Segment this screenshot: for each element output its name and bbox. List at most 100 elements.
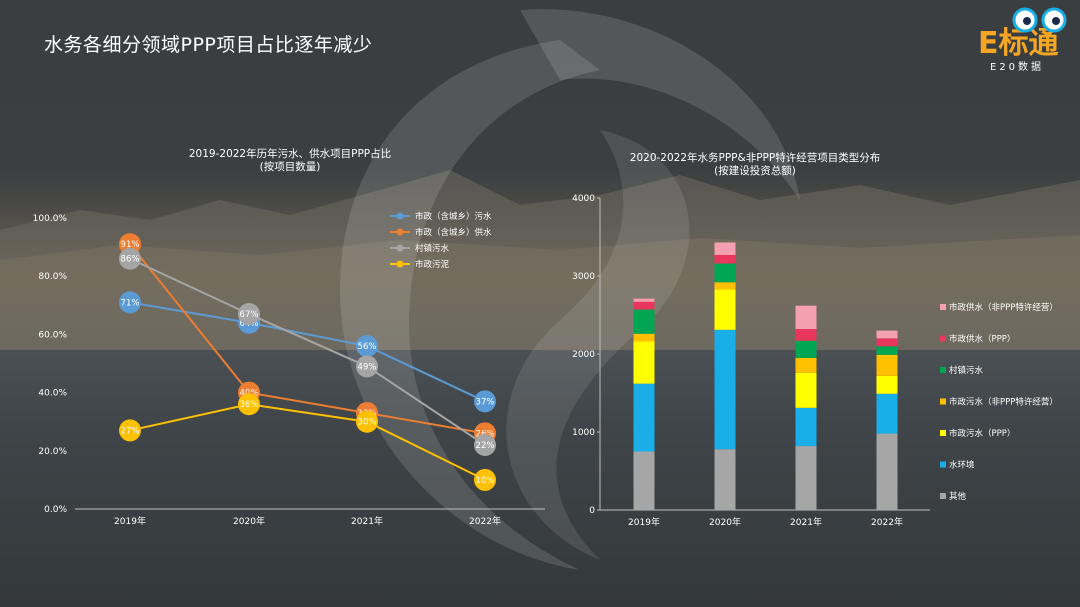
bar-segment	[633, 383, 655, 452]
line-y-tick-label: 60.0%	[38, 330, 67, 340]
logo-eyes-icon	[1012, 7, 1067, 33]
bar-segment	[795, 446, 817, 510]
bar-segment	[633, 301, 655, 310]
bar-legend-swatch	[940, 335, 946, 342]
bar-segment	[633, 451, 655, 510]
bar-legend-label: 市政供水（非PPP特许经营）	[949, 302, 1058, 313]
bar-segment	[714, 282, 736, 290]
bar-segment	[633, 298, 655, 302]
line-point	[474, 390, 496, 413]
bar-x-tick-label: 2019年	[628, 516, 660, 528]
line-chart-title: 2019-2022年历年污水、供水项目PPP占比	[188, 148, 392, 160]
bar-y-tick-label: 1000	[572, 428, 595, 438]
line-data-label: 30%	[358, 418, 377, 428]
bar-legend-swatch	[940, 493, 946, 499]
bar-legend-label: 市政供水（PPP）	[949, 334, 1015, 345]
bar-segment	[714, 254, 736, 264]
line-series-3	[129, 403, 486, 481]
bar-legend-label: 市政污水（PPP）	[949, 428, 1015, 439]
line-point	[119, 419, 141, 442]
bar-x-tick-label: 2021年	[790, 516, 822, 528]
bar-segment	[714, 329, 736, 450]
bar-legend-swatch	[940, 304, 946, 310]
line-point	[238, 303, 260, 326]
line-y-tick-label: 100.0%	[33, 214, 68, 224]
page-title: 水务各细分领域PPP项目占比逐年减少	[44, 34, 373, 56]
line-data-label: 22%	[476, 441, 495, 451]
legend-label: 市政污泥	[415, 259, 450, 270]
logo-subtitle: E20数据	[990, 62, 1045, 73]
bar-segment	[876, 393, 898, 434]
bar-segment	[876, 330, 898, 339]
bar-y-tick-label: 0	[589, 506, 595, 516]
line-data-label: 49%	[358, 362, 377, 372]
legend-label: 市政（含城乡）污水	[415, 211, 492, 222]
line-data-label: 36%	[240, 400, 259, 410]
bar-legend-label: 市政污水（非PPP特许经营）	[949, 397, 1058, 408]
bar-x-tick-label: 2020年	[709, 516, 741, 528]
line-series-1	[129, 243, 486, 435]
bar-segment	[876, 346, 898, 355]
line-chart-title-block: 2019-2022年历年污水、供水项目PPP占比 (按项目数量)	[160, 148, 420, 174]
logo-text: E标通	[978, 26, 1059, 61]
line-x-tick-label: 2020年	[233, 515, 265, 527]
line-data-label: 56%	[358, 342, 377, 352]
line-data-label: 67%	[240, 310, 259, 320]
legend-marker	[396, 228, 404, 236]
bar-legend-label: 村镇污水	[949, 365, 984, 376]
bar-legend-label: 水环境	[949, 460, 975, 471]
bar-segment	[633, 341, 655, 384]
line-data-label: 71%	[121, 298, 140, 308]
bar-segment	[795, 407, 817, 447]
line-point	[119, 247, 141, 270]
bar-segment	[876, 433, 898, 510]
legend-label: 市政（含城乡）供水	[415, 227, 492, 238]
bar-chart-title: 2020-2022年水务PPP&非PPP特许经营项目类型分布	[629, 152, 881, 164]
line-y-tick-label: 20.0%	[38, 447, 67, 457]
bar-segment	[714, 449, 736, 510]
line-data-label: 27%	[121, 426, 140, 436]
bar-y-tick-label: 4000	[572, 194, 595, 204]
bar-segment	[714, 263, 736, 283]
legend-label: 村镇污水	[415, 243, 450, 254]
bar-legend-swatch	[940, 367, 946, 373]
line-point	[356, 355, 378, 378]
bar-segment	[795, 340, 817, 358]
bar-legend-swatch	[940, 430, 946, 436]
bar-segment	[795, 357, 817, 373]
line-data-label: 86%	[121, 255, 140, 265]
line-x-tick-label: 2021年	[351, 515, 383, 527]
bar-chart-title-block: 2020-2022年水务PPP&非PPP特许经营项目类型分布 (按建设投资总额)	[610, 152, 900, 178]
bar-segment	[795, 329, 817, 341]
line-data-label: 37%	[476, 397, 495, 407]
legend-marker	[396, 244, 404, 252]
line-data-label: 91%	[121, 240, 140, 250]
bar-y-tick-label: 3000	[572, 272, 595, 282]
bar-x-tick-label: 2022年	[871, 516, 903, 528]
line-x-tick-label: 2019年	[114, 515, 146, 527]
line-point	[238, 393, 260, 416]
line-chart-subtitle: (按项目数量)	[259, 161, 321, 173]
bar-legend-label: 其他	[949, 491, 967, 502]
line-y-tick-label: 80.0%	[38, 272, 67, 282]
bar-legend-swatch	[940, 461, 946, 468]
line-x-tick-label: 2022年	[469, 515, 501, 527]
line-point	[474, 433, 496, 456]
legend-marker	[396, 260, 404, 268]
bar-segment	[876, 338, 898, 347]
bar-segment	[876, 375, 898, 394]
line-series-0	[129, 301, 486, 403]
bar-segment	[795, 372, 817, 408]
bar-y-tick-label: 2000	[572, 350, 595, 360]
bar-chart-subtitle: (按建设投资总额)	[714, 165, 796, 177]
line-point	[474, 468, 496, 491]
bar-segment	[876, 354, 898, 376]
legend-marker	[396, 212, 404, 220]
bar-segment	[795, 305, 817, 330]
line-point	[119, 291, 141, 314]
line-y-tick-label: 0.0%	[44, 505, 67, 515]
line-data-label: 10%	[476, 476, 495, 486]
line-point	[356, 335, 378, 358]
bar-segment	[714, 289, 736, 330]
